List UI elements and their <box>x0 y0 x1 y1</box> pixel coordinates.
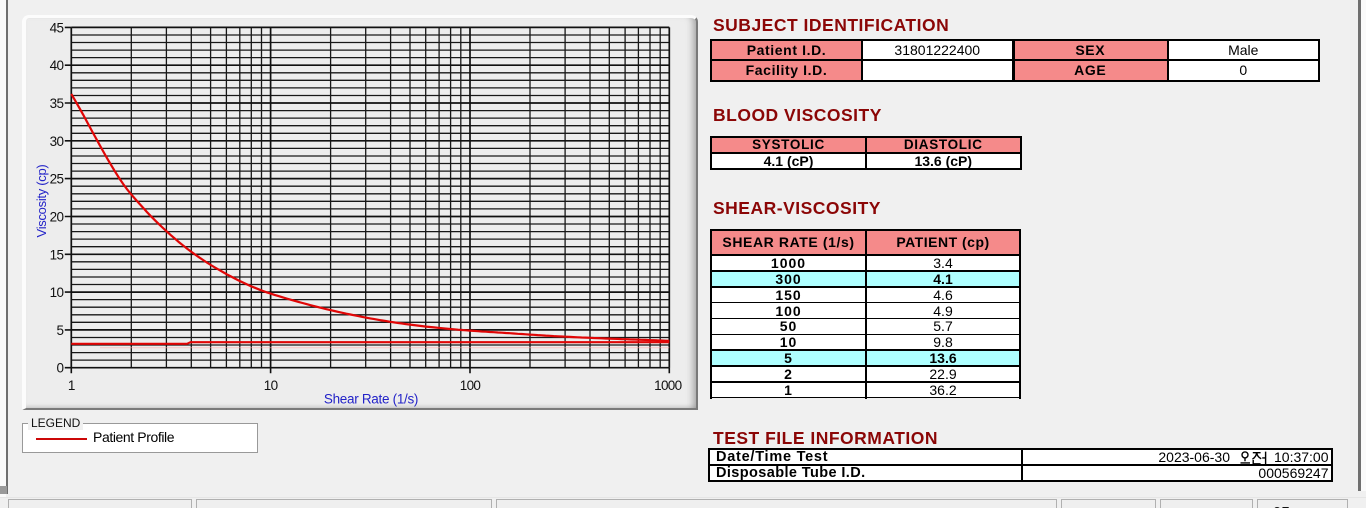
svg-text:10: 10 <box>264 378 278 393</box>
svg-text:25: 25 <box>50 172 64 187</box>
svg-text:40: 40 <box>50 58 64 73</box>
svg-text:100: 100 <box>460 378 481 393</box>
svg-text:35: 35 <box>50 96 64 111</box>
svg-text:1: 1 <box>68 378 75 393</box>
svg-text:Viscosity (cp): Viscosity (cp) <box>34 165 49 238</box>
svg-text:15: 15 <box>50 247 64 262</box>
svg-text:45: 45 <box>50 20 64 35</box>
svg-text:1000: 1000 <box>654 378 681 393</box>
svg-text:30: 30 <box>50 134 64 149</box>
svg-text:0: 0 <box>56 361 63 376</box>
svg-text:5: 5 <box>56 323 63 338</box>
svg-text:Shear Rate (1/s): Shear Rate (1/s) <box>324 392 418 407</box>
svg-text:20: 20 <box>50 210 64 225</box>
svg-text:10: 10 <box>50 285 64 300</box>
